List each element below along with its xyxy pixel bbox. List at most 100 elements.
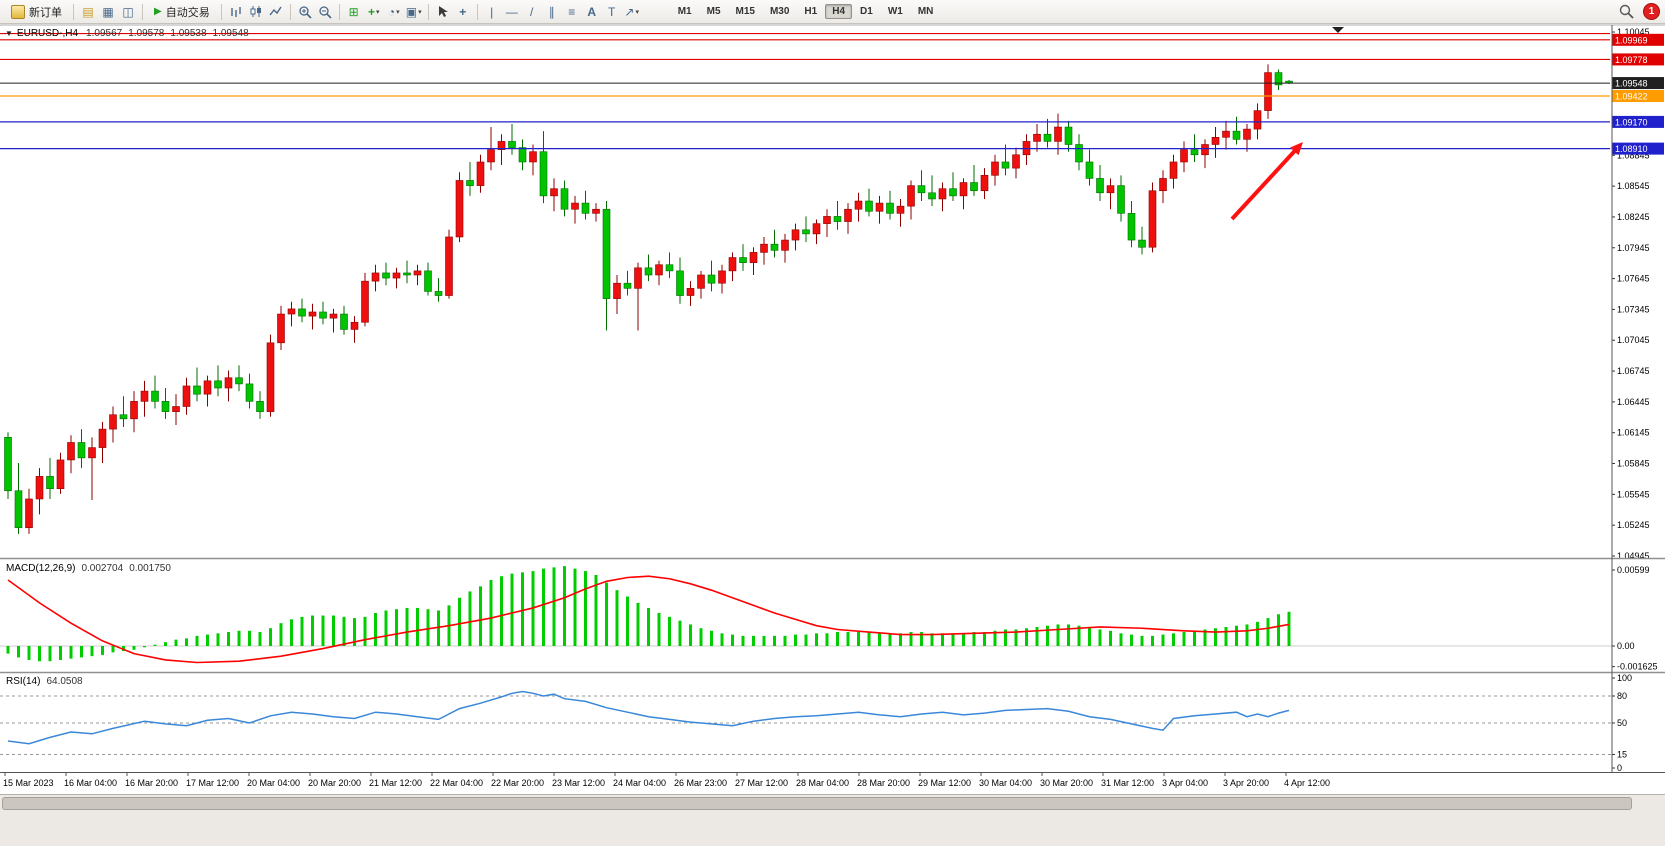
vertical-line-tool-icon[interactable]: | (490, 4, 494, 19)
svg-text:29 Mar 12:00: 29 Mar 12:00 (918, 778, 971, 788)
macd-main-value: 0.002704 (81, 563, 124, 574)
rsi-line (7, 690, 1290, 745)
autotrading-button[interactable]: ▶ 自动交易 (148, 3, 216, 21)
line-chart-icon[interactable] (267, 3, 285, 21)
horizontal-line-tool-icon[interactable]: — (505, 4, 518, 19)
text-label-tool-icon[interactable]: T (608, 4, 616, 19)
templates-button[interactable]: ▣ ▾ (405, 3, 423, 21)
profiles-icon[interactable]: ▦ (102, 4, 114, 19)
svg-text:17 Mar 12:00: 17 Mar 12:00 (186, 778, 239, 788)
timeframe-button-m30[interactable]: M30 (769, 6, 790, 17)
scrollbar-thumb[interactable] (2, 797, 1632, 810)
svg-text:1.06145: 1.06145 (1617, 428, 1650, 438)
toolbar-separator (476, 3, 478, 20)
timeframe-button-h1[interactable]: H1 (804, 6, 818, 17)
svg-text:20 Mar 04:00: 20 Mar 04:00 (247, 778, 300, 788)
timeframe-button-m1[interactable]: M1 (677, 6, 692, 17)
svg-text:21 Mar 12:00: 21 Mar 12:00 (369, 778, 422, 788)
horizontal-scrollbar[interactable] (0, 794, 1665, 812)
svg-text:0.00: 0.00 (1617, 641, 1635, 651)
svg-text:28 Mar 20:00: 28 Mar 20:00 (857, 778, 910, 788)
svg-text:16 Mar 20:00: 16 Mar 20:00 (125, 778, 178, 788)
collapse-ohlc-arrow-icon[interactable]: ▼ (5, 29, 13, 38)
clock-icon: ◔ (387, 4, 396, 19)
toolbar-separator (73, 3, 74, 20)
timeframe-button-m5[interactable]: M5 (706, 6, 721, 17)
zoom-out-icon[interactable] (316, 3, 334, 21)
svg-text:80: 80 (1617, 691, 1627, 701)
svg-text:15 Mar 2023: 15 Mar 2023 (3, 778, 54, 788)
indicators-icon: + (367, 4, 375, 19)
trend-arrow-annotation (1230, 142, 1303, 221)
svg-text:26 Mar 23:00: 26 Mar 23:00 (674, 778, 727, 788)
macd-label: MACD(12,26,9) (6, 563, 76, 574)
new-order-button[interactable]: 新订单 (5, 3, 68, 21)
text-tool-icon[interactable]: A (587, 4, 597, 19)
macd-signal-value: 0.001750 (129, 563, 171, 574)
high-value: 1.09578 (128, 28, 165, 39)
chevron-down-icon: ▾ (375, 8, 380, 16)
fibonacci-tool-icon[interactable]: ≡ (568, 4, 576, 19)
timeframe-button-h4[interactable]: H4 (825, 4, 853, 19)
svg-text:20 Mar 20:00: 20 Mar 20:00 (308, 778, 361, 788)
svg-text:16 Mar 04:00: 16 Mar 04:00 (64, 778, 117, 788)
svg-text:1.07645: 1.07645 (1617, 274, 1650, 284)
candles-layer (4, 64, 1293, 534)
svg-text:1.09548: 1.09548 (1615, 79, 1648, 89)
arrow-tool-icon: ↗ (624, 4, 635, 19)
svg-text:30 Mar 20:00: 30 Mar 20:00 (1040, 778, 1093, 788)
channel-tool-icon[interactable]: ∥ (548, 4, 555, 19)
macd-panel: 0.00599 0.00 -0.001625 (0, 565, 1658, 672)
chevron-down-icon: ▾ (635, 8, 639, 16)
notification-badge[interactable]: 1 (1643, 3, 1660, 20)
periods-button[interactable]: ◔ ▾ (385, 3, 403, 21)
candlestick-chart-icon[interactable] (247, 3, 265, 21)
svg-text:1.05245: 1.05245 (1617, 520, 1650, 530)
chart-title: ▼ EURUSD-,H4 1.09567 1.09578 1.09538 1.09548 (5, 28, 255, 39)
bar-chart-icon[interactable] (227, 3, 245, 21)
svg-text:3 Apr 04:00: 3 Apr 04:00 (1162, 778, 1208, 788)
chevron-down-icon: ▾ (418, 8, 422, 16)
svg-text:50: 50 (1617, 718, 1627, 728)
autotrading-play-icon: ▶ (154, 6, 162, 17)
rsi-value: 64.0508 (46, 676, 83, 687)
search-icon[interactable] (1617, 3, 1635, 21)
zoom-in-icon[interactable] (296, 3, 314, 21)
svg-text:1.08910: 1.08910 (1615, 144, 1648, 154)
timeframe-button-d1[interactable]: D1 (860, 6, 873, 17)
svg-text:1.09170: 1.09170 (1615, 117, 1648, 127)
svg-text:100: 100 (1617, 673, 1632, 683)
tile-windows-icon[interactable]: ⊞ (348, 4, 359, 19)
arrows-tool-button[interactable]: ↗ ▾ (623, 3, 641, 21)
close-value: 1.09548 (212, 28, 249, 39)
top-toolbar: 新订单 ▤ ▦ ◫ ▶ 自动交易 ⊞ + ▾ ◔ ▾ ▣ ▾ + | — / (0, 0, 1665, 24)
toolbar-separator (220, 3, 222, 20)
indicators-button[interactable]: + ▾ (365, 3, 383, 21)
svg-text:22 Mar 20:00: 22 Mar 20:00 (491, 778, 544, 788)
svg-text:23 Mar 12:00: 23 Mar 12:00 (552, 778, 605, 788)
svg-text:0: 0 (1617, 763, 1622, 773)
scroll-position-marker-icon (1332, 27, 1344, 33)
timeframe-toolbar: M1 M5 M15 M30 H1 H4 D1 W1 MN (671, 4, 941, 19)
low-value: 1.09538 (170, 28, 207, 39)
data-window-icon[interactable]: ◫ (122, 4, 134, 19)
svg-text:1.07945: 1.07945 (1617, 243, 1650, 253)
chart-window-icon[interactable]: ▤ (82, 4, 94, 19)
cursor-icon[interactable] (434, 3, 452, 21)
timeframe-button-m15[interactable]: M15 (735, 6, 755, 17)
timeframe-button-mn[interactable]: MN (917, 6, 934, 17)
timeframe-button-w1[interactable]: W1 (887, 6, 903, 17)
svg-text:24 Mar 04:00: 24 Mar 04:00 (613, 778, 666, 788)
macd-signal-line (7, 575, 1290, 664)
new-order-icon (11, 4, 25, 19)
rsi-label: RSI(14) (6, 676, 41, 687)
svg-text:31 Mar 12:00: 31 Mar 12:00 (1101, 778, 1154, 788)
svg-text:4 Apr 12:00: 4 Apr 12:00 (1284, 778, 1330, 788)
open-value: 1.09567 (86, 28, 123, 39)
svg-text:15: 15 (1617, 750, 1627, 760)
svg-text:1.09422: 1.09422 (1615, 92, 1648, 102)
trendline-tool-icon[interactable]: / (530, 4, 534, 19)
svg-text:1.04945: 1.04945 (1617, 551, 1650, 561)
crosshair-icon[interactable]: + (459, 4, 467, 19)
